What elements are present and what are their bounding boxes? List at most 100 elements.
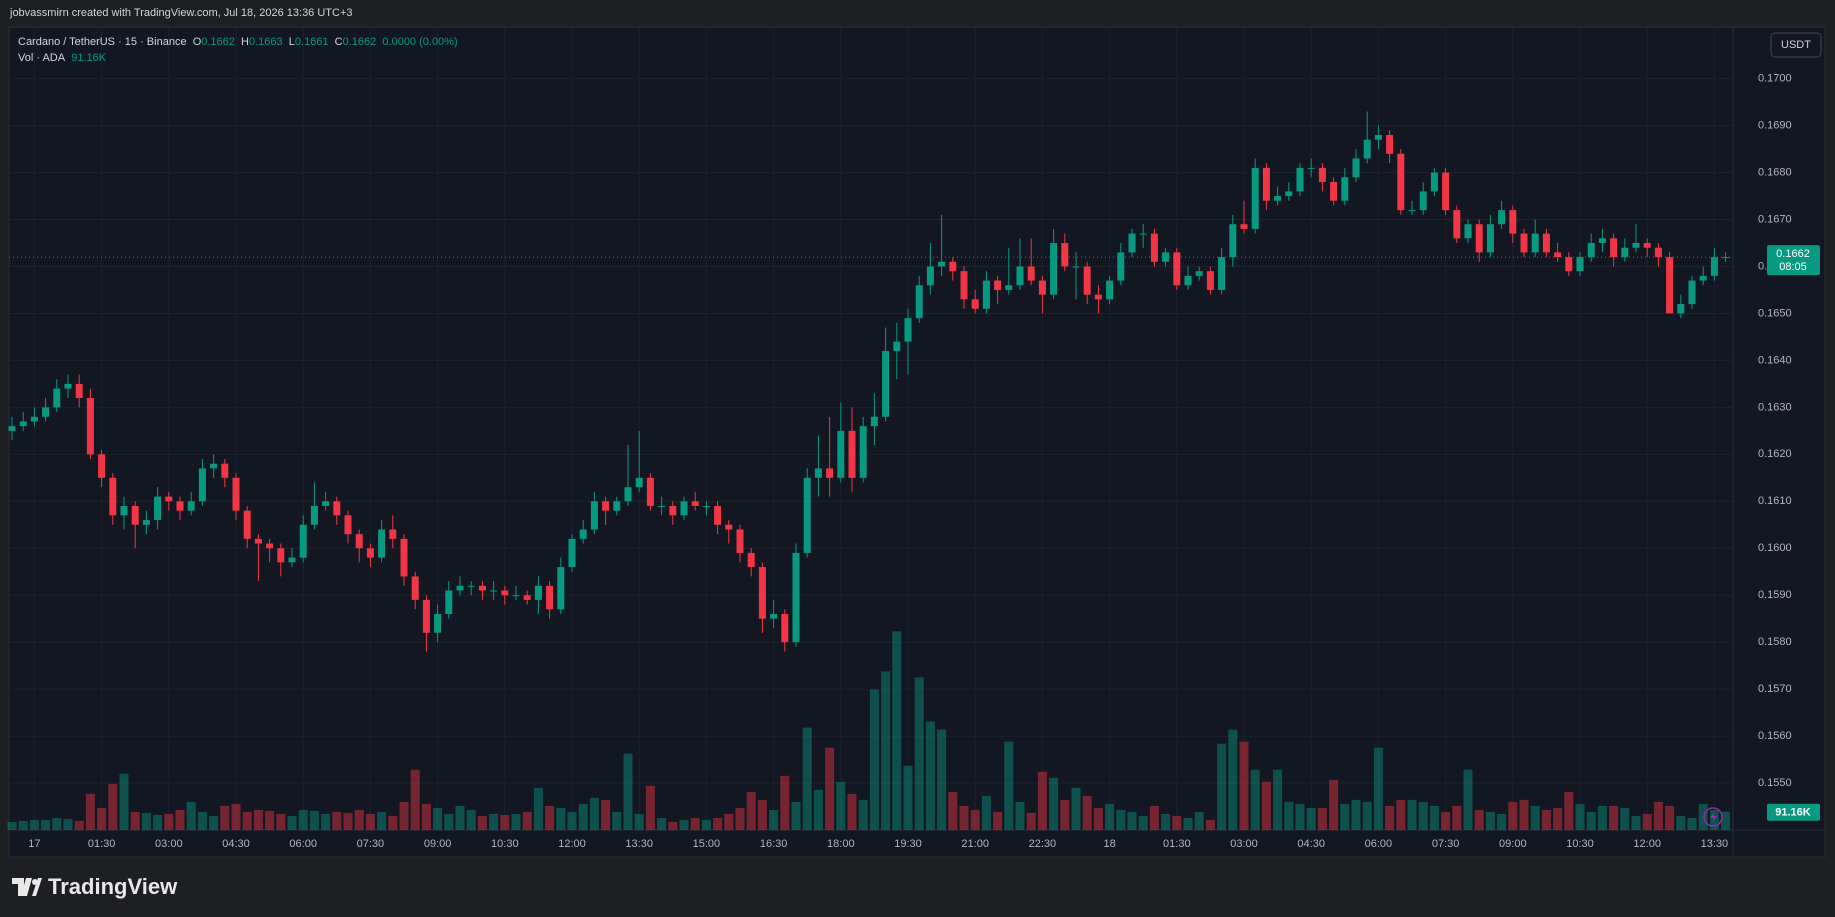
candle-body bbox=[1274, 196, 1282, 201]
volume-bar bbox=[97, 807, 107, 830]
candle-body bbox=[445, 590, 453, 614]
volume-title: Vol · ADA bbox=[18, 52, 66, 64]
volume-bar bbox=[41, 819, 51, 830]
y-tick-label: 0.1620 bbox=[1758, 448, 1792, 460]
x-tick-label: 13:30 bbox=[1701, 838, 1729, 850]
volume-bar bbox=[1530, 805, 1540, 830]
volume-bar bbox=[1149, 805, 1159, 830]
candle-body bbox=[1520, 233, 1528, 253]
volume-bar bbox=[1597, 805, 1607, 830]
x-tick-label: 07:30 bbox=[357, 838, 385, 850]
volume-bar bbox=[1138, 815, 1148, 830]
y-tick-label: 0.1690 bbox=[1758, 120, 1792, 132]
candle-body bbox=[1285, 191, 1293, 197]
close-value: 0.1662 bbox=[342, 36, 377, 48]
y-tick-label: 0.1650 bbox=[1758, 307, 1792, 319]
volume-bar bbox=[1721, 811, 1731, 830]
volume-bar bbox=[63, 818, 73, 830]
candle-body bbox=[546, 585, 554, 610]
volume-bar bbox=[746, 791, 756, 830]
candle-body bbox=[949, 261, 957, 272]
candle-body bbox=[658, 505, 666, 507]
y-tick-label: 0.1550 bbox=[1758, 777, 1792, 789]
candle-body bbox=[1139, 233, 1147, 235]
candle-body bbox=[378, 529, 386, 558]
volume-bar bbox=[925, 721, 935, 830]
volume-bar bbox=[1060, 799, 1070, 830]
candle-body bbox=[579, 529, 587, 539]
candle-body bbox=[702, 505, 710, 507]
y-tick-label: 0.1600 bbox=[1758, 542, 1792, 554]
volume-price-label: 91.16K bbox=[1775, 807, 1811, 819]
volume-bar bbox=[1161, 813, 1171, 830]
currency-button bbox=[1770, 32, 1822, 58]
candle-body bbox=[568, 538, 576, 568]
candle-body bbox=[1027, 266, 1035, 281]
x-tick-label: 01:30 bbox=[1163, 838, 1191, 850]
candle-body bbox=[8, 426, 16, 431]
volume-box bbox=[1767, 803, 1820, 821]
legend-row: Cardano / TetherUS · 15 · Binance O0.166… bbox=[18, 34, 458, 50]
candle-body bbox=[1610, 238, 1618, 258]
volume-bar bbox=[321, 813, 331, 830]
volume-bar bbox=[7, 821, 17, 830]
volume-bar bbox=[455, 805, 465, 830]
volume-bar bbox=[164, 813, 174, 830]
candle-body bbox=[299, 524, 307, 558]
candle-body bbox=[1352, 158, 1360, 178]
x-tick-label: 01:30 bbox=[88, 838, 116, 850]
y-tick-label: 0.1570 bbox=[1758, 683, 1792, 695]
volume-bar bbox=[1194, 811, 1204, 830]
volume-bar bbox=[1553, 807, 1563, 830]
candle-body bbox=[1173, 252, 1181, 286]
volume-bar bbox=[1631, 815, 1641, 830]
candle-body bbox=[1016, 266, 1024, 286]
volume-bar bbox=[332, 811, 342, 830]
candle-body bbox=[165, 496, 173, 502]
volume-bar bbox=[1295, 803, 1305, 830]
candle-body bbox=[758, 567, 766, 619]
candle-body bbox=[221, 463, 229, 478]
volume-bar bbox=[153, 814, 163, 830]
volume-bar bbox=[1340, 803, 1350, 830]
candle-body bbox=[1576, 257, 1584, 272]
candle-body bbox=[64, 383, 72, 389]
volume-bar bbox=[511, 813, 521, 830]
candle-body bbox=[915, 285, 923, 319]
candle-body bbox=[803, 477, 811, 553]
volume-bar bbox=[892, 631, 902, 830]
x-tick-label: 22:30 bbox=[1029, 838, 1057, 850]
candle-body bbox=[1374, 135, 1382, 140]
volume-bar bbox=[1105, 803, 1115, 830]
volume-bar bbox=[1049, 777, 1059, 830]
candle-body bbox=[1419, 191, 1427, 211]
volume-bar bbox=[1642, 813, 1652, 830]
volume-bar bbox=[1474, 809, 1484, 830]
volume-bar bbox=[959, 805, 969, 830]
candle-body bbox=[478, 585, 486, 591]
volume-bar bbox=[522, 811, 532, 830]
candle-body bbox=[814, 468, 822, 478]
candle-body bbox=[1554, 252, 1562, 258]
volume-bar bbox=[52, 817, 62, 830]
volume-bar bbox=[1418, 801, 1428, 830]
candle-body bbox=[714, 505, 722, 525]
countdown-label: 08:05 bbox=[1779, 261, 1807, 273]
volume-bar bbox=[679, 819, 689, 830]
volume-bar bbox=[645, 785, 655, 830]
candle-body bbox=[288, 557, 296, 563]
candle-body bbox=[859, 426, 867, 478]
candle-body bbox=[1262, 167, 1270, 201]
candle-body bbox=[1218, 257, 1226, 290]
candle-body bbox=[422, 599, 430, 633]
volume-bar bbox=[1217, 743, 1227, 830]
candle-body bbox=[98, 454, 106, 478]
candle-body bbox=[1509, 210, 1517, 234]
volume-bar bbox=[1116, 809, 1126, 830]
volume-bar bbox=[1441, 811, 1451, 830]
candle-body bbox=[1654, 247, 1662, 258]
candle-body bbox=[456, 585, 464, 591]
volume-bar bbox=[1485, 811, 1495, 830]
candle-body bbox=[1486, 224, 1494, 253]
candle-body bbox=[747, 552, 755, 568]
